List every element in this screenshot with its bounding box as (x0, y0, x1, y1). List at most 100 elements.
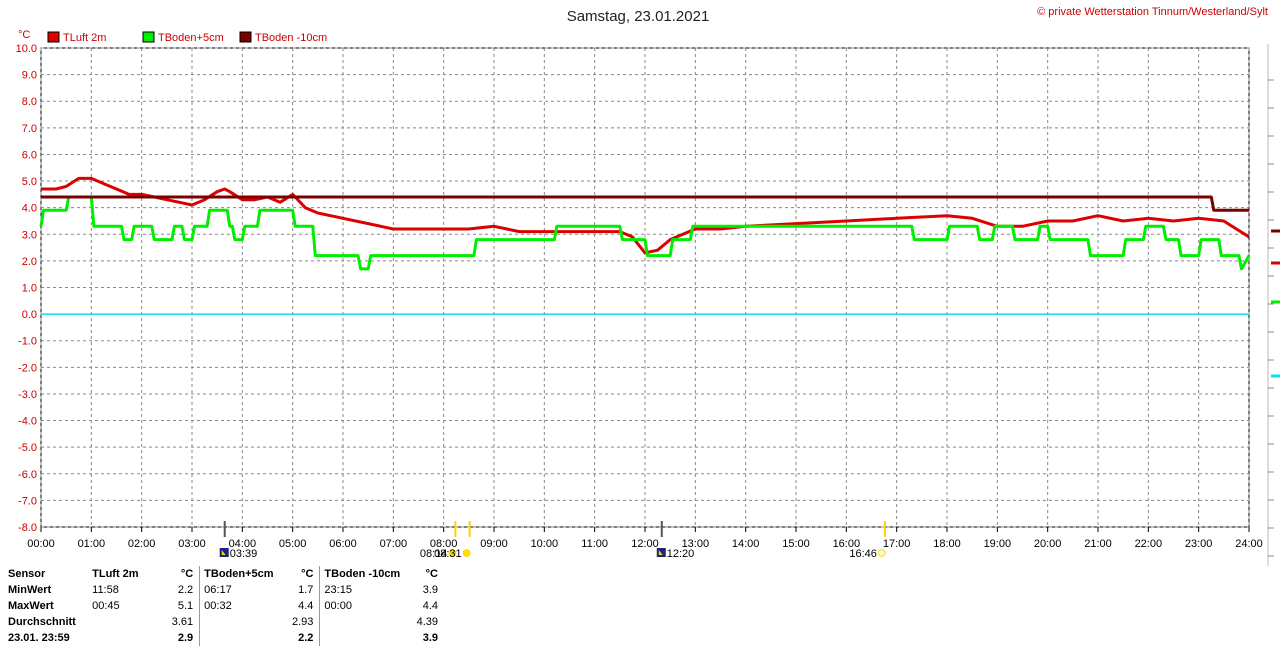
x-tick-label: 19:00 (984, 538, 1012, 550)
moon-phase-icon (221, 550, 226, 555)
y-tick-label: -3.0 (18, 389, 37, 401)
series-line-2 (39, 195, 1251, 271)
y-tick-label: -6.0 (18, 469, 37, 481)
stats-row-min: MinWert 11:58 2.2 06:17 1.7 23:15 3.9 (4, 582, 444, 598)
stats-header-tboden5: TBoden+5cm (199, 566, 288, 582)
y-tick-label: 10.0 (16, 43, 37, 55)
x-tick-label: 04:00 (229, 538, 257, 550)
stats-header-unit: °C (301, 568, 314, 580)
x-tick-label: 09:00 (480, 538, 508, 550)
stats-table: Sensor TLuft 2m °C TBoden+5cm °C TBoden … (4, 566, 444, 646)
x-tick-label: 02:00 (128, 538, 156, 550)
legend: TLuft 2m TBoden+5cm TBoden -10cm (47, 31, 327, 44)
y-tick-label: -4.0 (18, 416, 37, 428)
stats-header-unit: °C (180, 568, 194, 580)
y-unit-label: °C (18, 29, 30, 41)
y-tick-label: 4.0 (22, 203, 37, 215)
stats-cell: 5.1 (177, 600, 194, 612)
series-line-3 (41, 195, 1249, 212)
stats-cell: 4.4 (422, 600, 438, 612)
stats-cell (319, 614, 413, 630)
stats-cell: 2.2 (298, 632, 314, 644)
stats-cell: 11:58 (92, 584, 119, 596)
x-tick-label: 08:00 (430, 538, 458, 550)
legend-swatch (47, 31, 60, 43)
stats-cell (88, 630, 168, 646)
y-tick-label: -2.0 (18, 362, 37, 374)
right-markers (1267, 44, 1280, 566)
stats-row-label: Durchschnitt (8, 616, 76, 628)
x-tick-label: 20:00 (1034, 538, 1062, 550)
stats-cell: 4.39 (416, 616, 438, 628)
x-tick-label: 05:00 (279, 538, 307, 550)
x-tick-label: 06:00 (329, 538, 357, 550)
stats-cell: 00:32 (199, 598, 288, 614)
x-tick-label: 01:00 (78, 538, 106, 550)
legend-swatch (239, 31, 252, 43)
y-tick-label: -5.0 (18, 442, 37, 454)
moon-phase-icon (658, 550, 663, 555)
stats-row-label: MaxWert (8, 600, 54, 612)
event-time: 16:46 (849, 548, 877, 560)
y-tick-label: 6.0 (22, 149, 37, 161)
stats-row-avg: Durchschnitt 3.61 2.93 4.39 (4, 614, 444, 630)
x-tick-label: 10:00 (531, 538, 559, 550)
stats-cell: 00:00 (319, 598, 413, 614)
stats-header-sensor: Sensor (8, 568, 46, 580)
event-time: 08:31 (434, 548, 462, 560)
legend-label: TLuft 2m (63, 32, 106, 44)
stats-cell (319, 630, 413, 646)
stats-cell: 4.4 (298, 600, 314, 612)
stats-row-label: 23.01. 23:59 (8, 632, 70, 644)
stats-header-unit: °C (425, 568, 438, 580)
legend-swatch (142, 31, 155, 43)
axis-ticks: 10.0 9.0 8.0 7.0 6.0 5.0 4.0 3.0 2.0 1.0 0.0 -1.0 -2… (16, 43, 1263, 550)
moon-icon (656, 548, 666, 557)
y-tick-label: 3.0 (22, 229, 37, 241)
stats-cell: 3.9 (422, 632, 438, 644)
y-tick-label: 1.0 (22, 283, 37, 295)
stats-cell: 2.2 (177, 584, 194, 596)
stats-cell: 3.9 (422, 584, 438, 596)
legend-label: TBoden -10cm (255, 32, 327, 44)
x-tick-label: 22:00 (1135, 538, 1163, 550)
y-tick-label: -7.0 (18, 495, 37, 507)
x-tick-label: 07:00 (380, 538, 408, 550)
y-tick-label: 2.0 (22, 256, 37, 268)
x-tick-label: 24:00 (1235, 538, 1263, 550)
x-tick-label: 17:00 (883, 538, 911, 550)
y-tick-label: 5.0 (22, 176, 37, 188)
y-tick-label: 9.0 (22, 70, 37, 82)
x-tick-label: 13:00 (682, 538, 710, 550)
x-tick-label: 11:00 (581, 538, 608, 550)
stats-cell (199, 614, 288, 630)
sun-icon (448, 549, 457, 557)
stats-cell: 06:17 (199, 582, 288, 598)
sun-events: 08:14 03:39 08:31 12:20 16:46 (219, 521, 886, 560)
moon-icon (219, 548, 229, 557)
event-time: 12:20 (667, 548, 695, 560)
x-tick-label: 14:00 (732, 538, 760, 550)
stats-header-tluft: TLuft 2m (92, 568, 139, 580)
y-tick-label: 8.0 (22, 96, 37, 108)
x-tick-label: 03:00 (178, 538, 206, 550)
stats-cell: 00:45 (92, 600, 120, 612)
x-tick-label: 00:00 (27, 538, 55, 550)
stats-cell: 2.93 (292, 616, 314, 628)
x-tick-label: 21:00 (1084, 538, 1112, 550)
y-tick-label: 0.0 (22, 309, 37, 321)
x-tick-label: 23:00 (1185, 538, 1213, 550)
copyright-text: © private Wetterstation Tinnum/Westerlan… (1037, 6, 1268, 18)
stats-row-label: MinWert (8, 584, 52, 596)
stats-row-max: MaxWert 00:45 5.1 00:32 4.4 00:00 4.4 (4, 598, 444, 614)
sun-icon (462, 549, 471, 557)
event-time: 08:14 (420, 548, 448, 560)
stats-row-current: 23.01. 23:59 2.9 2.2 3.9 (4, 630, 444, 646)
plot-area (39, 47, 1251, 528)
x-tick-label: 18:00 (933, 538, 961, 550)
stats-header-row: Sensor TLuft 2m °C TBoden+5cm °C TBoden … (4, 566, 444, 582)
stats-cell (88, 614, 168, 630)
sun-icon (878, 549, 886, 557)
stats-cell: 23:15 (319, 582, 413, 598)
event-time: 03:39 (230, 548, 258, 560)
